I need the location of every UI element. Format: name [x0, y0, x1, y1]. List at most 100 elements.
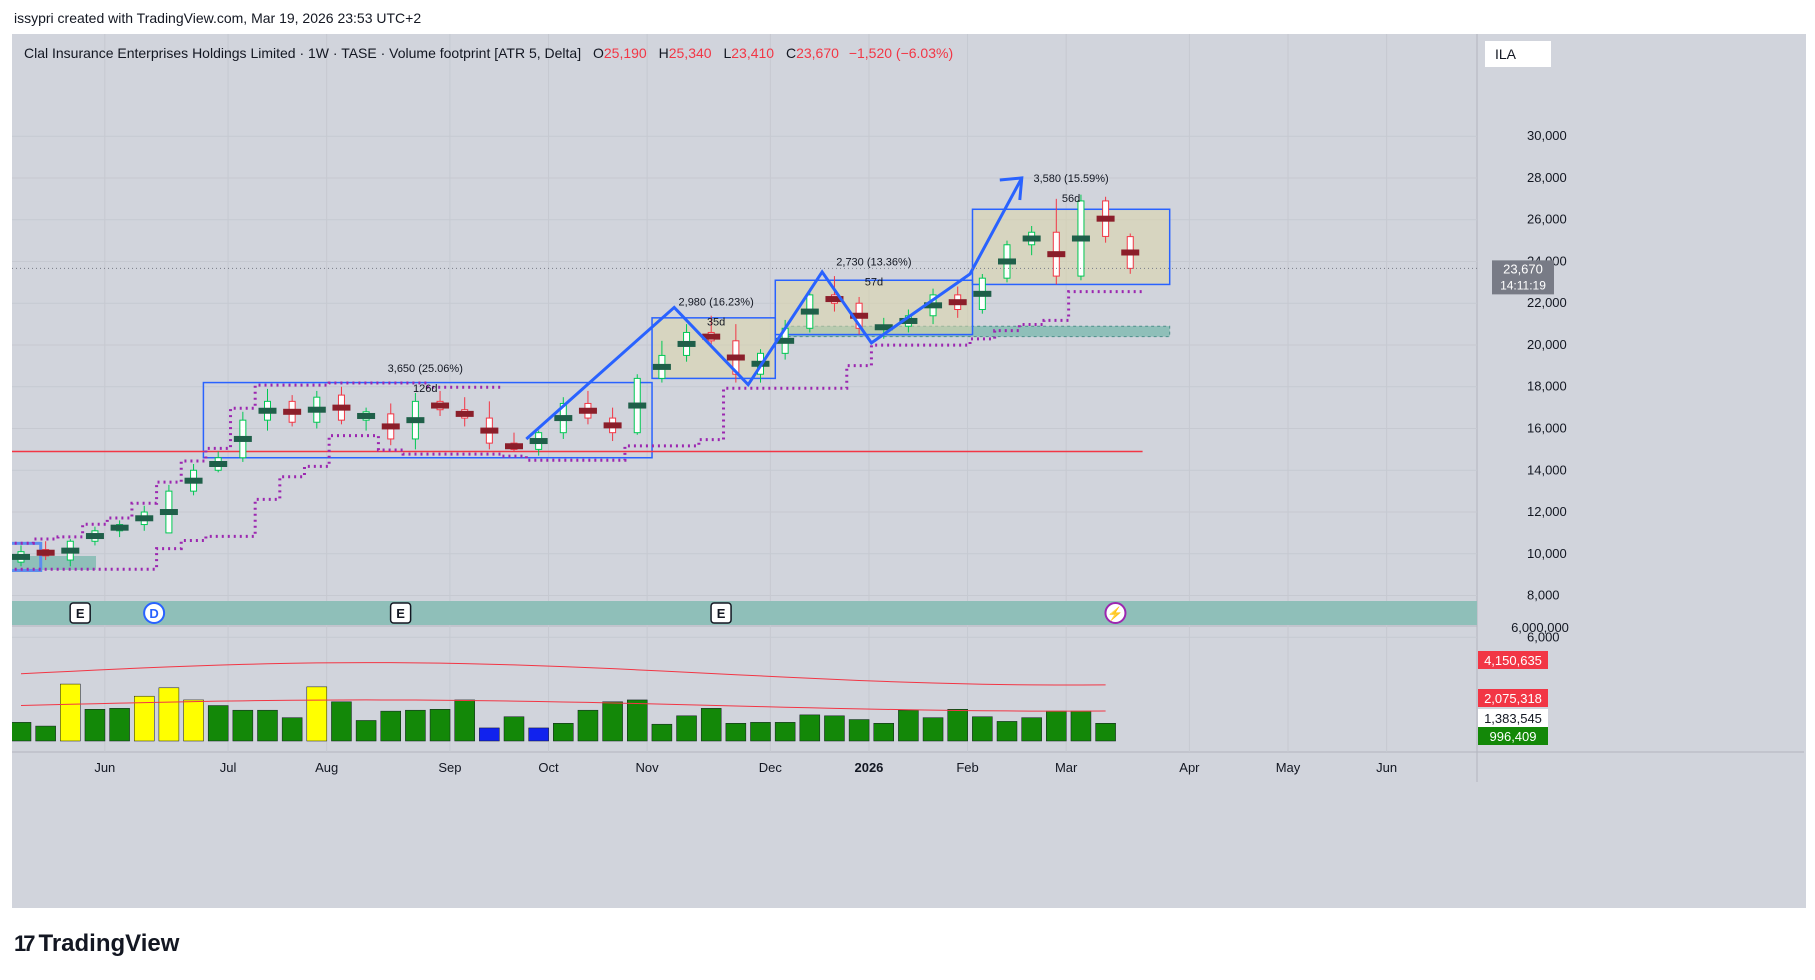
price-tick-label: 8,000 [1527, 588, 1560, 603]
measure-days: 56d [1062, 193, 1080, 205]
footprint-cell [36, 549, 55, 556]
price-tick-label: 20,000 [1527, 337, 1567, 352]
symbol-title: Clal Insurance Enterprises Holdings Limi… [24, 45, 582, 61]
volume-bar [1070, 710, 1092, 742]
price-tick-label: 22,000 [1527, 295, 1567, 310]
currency-label: ILA [1495, 46, 1517, 62]
measure-label: 2,980 (16.23%) [679, 296, 754, 308]
volume-bar [922, 717, 944, 742]
footprint-cell [381, 423, 400, 430]
price-badge-countdown: 14:11:19 [1500, 278, 1546, 292]
volume-bar [947, 709, 968, 742]
volume-bar [848, 719, 870, 742]
trend-arrow [525, 177, 1024, 441]
high-label: H [658, 45, 669, 61]
measure-days: 35d [707, 316, 725, 328]
price-tick-label: 10,000 [1527, 546, 1567, 561]
volume-bar [750, 722, 771, 742]
event-marker [1104, 602, 1127, 624]
footprint-cell [1096, 215, 1115, 222]
volume-badge [1478, 727, 1548, 745]
open-value: 25,190 [603, 45, 647, 61]
footprint-cell [1071, 235, 1090, 242]
chart-canvas[interactable]: 3,650 (25.06%) 126d 2,980 (16.23%) 35d 2,730… [12, 34, 1804, 906]
tradingview-mark-icon: 17 [14, 931, 36, 956]
volume-bar [207, 705, 229, 742]
range-box [202, 381, 653, 459]
trailing-stop-lower [12, 290, 1143, 571]
footprint-cell [505, 443, 523, 450]
footprint-cell [61, 547, 80, 554]
time-tick-label: Oct [538, 760, 559, 775]
footprint-cell [702, 333, 721, 340]
footprint-cell [283, 408, 302, 415]
volume-bar [84, 709, 106, 742]
footprint-cell [1047, 251, 1066, 258]
footprint-cell [726, 354, 745, 361]
footprint-cell [603, 422, 622, 429]
time-tick-label: Mar [1055, 760, 1078, 775]
footprint-cell [578, 407, 597, 414]
measure-label: 3,650 (25.06%) [388, 363, 463, 375]
price-tick-label: 14,000 [1527, 462, 1567, 477]
footprint-cell [233, 435, 252, 442]
support-zone [12, 556, 96, 570]
footprint-cell [332, 404, 351, 411]
measure-label: 3,580 (15.59%) [1033, 173, 1108, 185]
footprint-cell [998, 258, 1016, 265]
footprint-cell [159, 509, 178, 516]
currency-selector[interactable]: ILA [1484, 40, 1552, 68]
open-label: O [593, 45, 604, 61]
volume-bar [528, 727, 549, 742]
footprint-cell [85, 533, 104, 540]
event-marker [389, 602, 412, 624]
volume-bar [1095, 723, 1116, 742]
time-tick-label: Aug [315, 760, 338, 775]
volume-badge [1478, 651, 1548, 669]
footprint-cell [899, 317, 918, 324]
volume-bar [380, 710, 401, 742]
volume-bar [331, 701, 352, 742]
volume-bar [1046, 710, 1067, 742]
ohlc-legend: Clal Insurance Enterprises Holdings Limi… [24, 45, 953, 61]
time-tick-label: Apr [1179, 760, 1200, 775]
volume-bar [257, 709, 278, 742]
range-box [971, 208, 1171, 286]
footprint-cell [12, 553, 30, 560]
volume-bar [627, 699, 648, 742]
volume-bar [602, 701, 623, 742]
footprint-cell [628, 402, 647, 409]
volume-bar [799, 714, 821, 742]
time-tick-label: Feb [956, 760, 978, 775]
measure-days: 126d [413, 383, 437, 395]
volume-bar [676, 715, 697, 742]
volume-bar [183, 699, 204, 742]
footprint-cell [406, 417, 425, 424]
price-tick-label: 28,000 [1527, 170, 1567, 185]
volume-bar [651, 723, 673, 742]
time-tick-label: May [1276, 760, 1301, 775]
volume-bar [479, 727, 500, 742]
volume-bar [232, 709, 254, 742]
trailing-stop-upper [12, 381, 502, 545]
price-tick-label: 6,000 [1527, 629, 1560, 644]
volume-axis-label: 6,000,000 [1511, 620, 1569, 635]
volume-bar [1021, 717, 1042, 742]
time-tick-label: 2026 [854, 760, 883, 775]
time-tick-label: Jun [94, 760, 115, 775]
time-tick-label: Dec [759, 760, 783, 775]
volume-bar [996, 721, 1018, 742]
close-label: C [785, 45, 797, 61]
event-marker [710, 602, 732, 624]
footprint-cell [455, 410, 474, 417]
volume-bar [405, 709, 426, 742]
volume-bar [454, 699, 475, 742]
support-zone [784, 325, 1171, 338]
close-value: 23,670 [796, 45, 839, 61]
volume-bar [774, 722, 796, 742]
volume-badge [1478, 709, 1548, 727]
time-tick-label: Sep [438, 760, 461, 775]
footprint-cell [948, 299, 967, 306]
footprint-cell [800, 308, 819, 315]
volume-bar [429, 709, 451, 742]
